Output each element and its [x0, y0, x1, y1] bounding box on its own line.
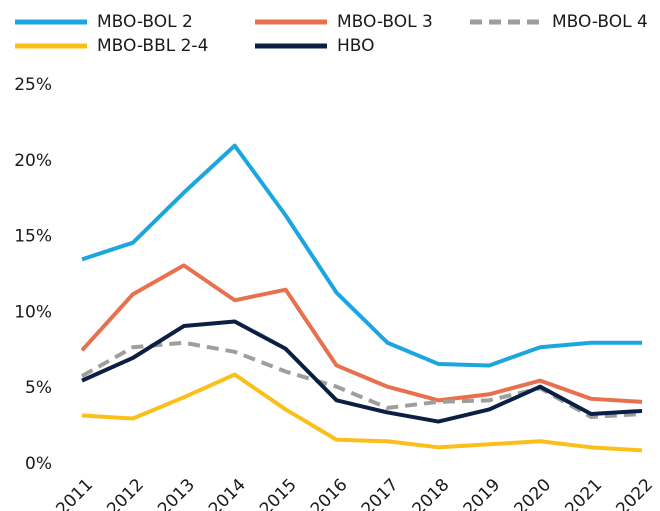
y-tick-label: 0% [25, 454, 52, 474]
x-tick-label: 2021 [561, 475, 606, 511]
legend-label: MBO-BBL 2-4 [97, 36, 208, 56]
y-tick-label: 25% [14, 75, 52, 95]
line [81, 319, 643, 424]
x-tick-label: 2018 [409, 475, 454, 511]
x-tick-label: 2011 [52, 475, 97, 511]
line [81, 143, 642, 368]
line [81, 340, 643, 420]
x-tick-label: 2017 [358, 475, 403, 511]
y-tick-label: 15% [14, 227, 52, 247]
legend-label: MBO-BOL 3 [337, 12, 433, 32]
x-tick-label: 2012 [103, 475, 148, 511]
y-tick-label: 10% [14, 302, 52, 322]
line [80, 263, 643, 404]
x-tick-label: 2014 [205, 475, 250, 511]
y-tick-label: 5% [25, 378, 52, 398]
x-tick-label: 2020 [511, 475, 556, 511]
x-tick-label: 2022 [612, 475, 657, 511]
line [81, 372, 643, 453]
legend-label: MBO-BOL 4 [552, 12, 648, 32]
legend-label: HBO [337, 36, 375, 56]
x-tick-label: 2019 [460, 475, 505, 511]
y-tick-label: 20% [14, 151, 52, 171]
legend-label: MBO-BOL 2 [97, 12, 193, 32]
x-tick-label: 2015 [256, 475, 301, 511]
x-tick-label: 2013 [154, 475, 199, 511]
x-tick-label: 2016 [307, 475, 352, 511]
